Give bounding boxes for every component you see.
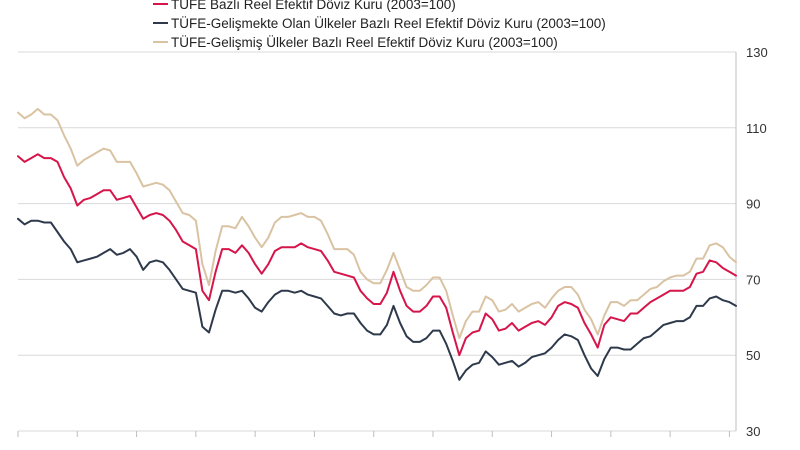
grid (18, 51, 736, 432)
y-tick-label: 70 (746, 272, 760, 287)
legend-item-2: TÜFE-Gelişmekte Olan Ülkeler Bazlı Reel … (153, 16, 606, 31)
y-tick-label: 30 (746, 424, 760, 439)
y-tick-label: 90 (746, 197, 760, 212)
y-tick-label: 110 (746, 121, 767, 136)
series-line-2 (17, 217, 737, 381)
y-tick-label: 50 (746, 348, 760, 363)
legend-label: TÜFE Bazlı Reel Efektif Döviz Kuru (2003… (171, 0, 456, 12)
y-tick-label: 130 (746, 45, 768, 60)
legend-label: TÜFE-Gelişmekte Olan Ülkeler Bazlı Reel … (171, 16, 606, 31)
legend-item-3: TÜFE-Gelişmiş Ülkeler Bazlı Reel Efektif… (153, 35, 558, 50)
legend-item-1: TÜFE Bazlı Reel Efektif Döviz Kuru (2003… (153, 0, 456, 12)
series-line-1 (17, 153, 737, 357)
y-axis: 30 50 70 90 110 130 (17, 45, 768, 439)
series-lines (17, 107, 737, 381)
series-line-3 (17, 107, 737, 340)
legend-label: TÜFE-Gelişmiş Ülkeler Bazlı Reel Efektif… (171, 35, 558, 50)
legend: TÜFE Bazlı Reel Efektif Döviz Kuru (2003… (153, 0, 606, 50)
